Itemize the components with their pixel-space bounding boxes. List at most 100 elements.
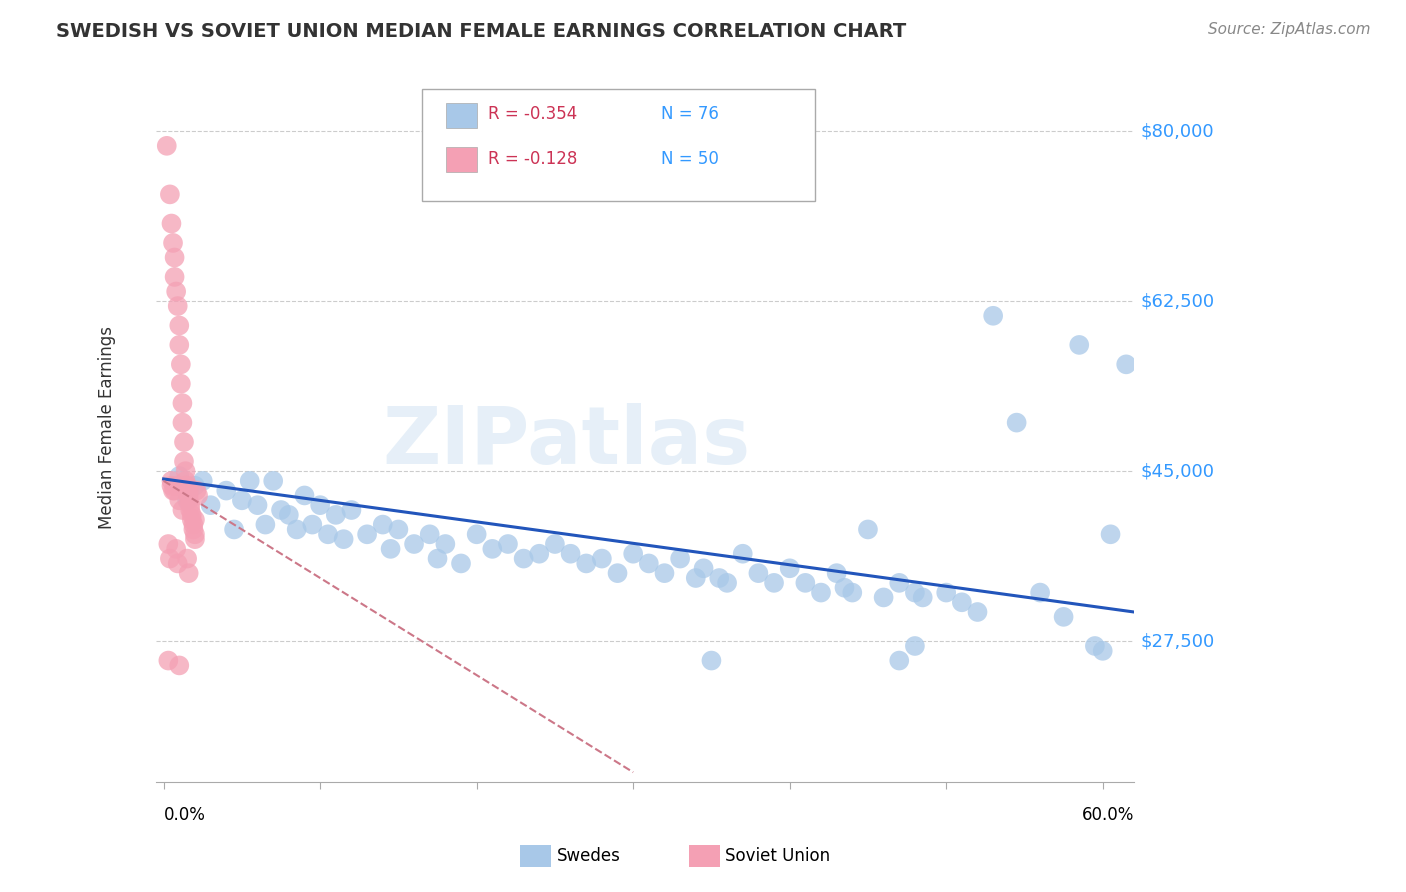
Point: [716, 575, 738, 590]
Point: [170, 357, 193, 371]
Point: [889, 654, 911, 668]
Point: [160, 479, 183, 493]
Text: $62,500: $62,500: [1140, 293, 1215, 310]
Point: [1029, 585, 1052, 599]
Point: [981, 309, 1004, 323]
Point: [179, 503, 201, 517]
Point: [450, 557, 472, 571]
Point: [174, 464, 197, 478]
Point: [184, 532, 207, 546]
Point: [169, 469, 191, 483]
Point: [700, 654, 723, 668]
Point: [856, 523, 879, 537]
Point: [179, 498, 201, 512]
Point: [560, 547, 582, 561]
Point: [180, 508, 202, 522]
Point: [465, 527, 488, 541]
Point: [187, 488, 209, 502]
Point: [173, 435, 195, 450]
Text: Source: ZipAtlas.com: Source: ZipAtlas.com: [1208, 22, 1371, 37]
Point: [169, 338, 191, 352]
Point: [163, 483, 186, 498]
Point: [332, 532, 354, 546]
Point: [654, 566, 676, 581]
Point: [170, 376, 193, 391]
Point: [176, 551, 198, 566]
Point: [825, 566, 848, 581]
Point: [157, 654, 180, 668]
Point: [1052, 610, 1074, 624]
Point: [872, 591, 894, 605]
Text: $45,000: $45,000: [1140, 462, 1215, 480]
Point: [176, 493, 198, 508]
Point: [184, 527, 207, 541]
Point: [426, 551, 449, 566]
Point: [889, 575, 911, 590]
Point: [174, 479, 197, 493]
Point: [356, 527, 378, 541]
Text: SWEDISH VS SOVIET UNION MEDIAN FEMALE EARNINGS CORRELATION CHART: SWEDISH VS SOVIET UNION MEDIAN FEMALE EA…: [56, 22, 907, 41]
Point: [692, 561, 714, 575]
Point: [162, 235, 184, 250]
Point: [911, 591, 934, 605]
Text: R = -0.128: R = -0.128: [488, 150, 578, 168]
Text: 60.0%: 60.0%: [1081, 806, 1135, 824]
Point: [156, 138, 179, 153]
Point: [159, 187, 181, 202]
Point: [186, 483, 208, 498]
Text: N = 76: N = 76: [661, 105, 718, 123]
Point: [239, 474, 262, 488]
Point: [174, 474, 197, 488]
Point: [169, 658, 191, 673]
Point: [1091, 644, 1114, 658]
Point: [841, 585, 863, 599]
Point: [222, 523, 245, 537]
Text: N = 50: N = 50: [661, 150, 718, 168]
Point: [325, 508, 347, 522]
Point: [794, 575, 817, 590]
Point: [380, 541, 402, 556]
Point: [180, 513, 202, 527]
Point: [165, 479, 187, 493]
Point: [183, 517, 205, 532]
Point: [434, 537, 457, 551]
Point: [387, 523, 409, 537]
Point: [177, 493, 200, 508]
Point: [1005, 416, 1028, 430]
Text: 0.0%: 0.0%: [163, 806, 205, 824]
Point: [606, 566, 628, 581]
Point: [309, 498, 332, 512]
Point: [591, 551, 613, 566]
Point: [779, 561, 801, 575]
Point: [231, 493, 253, 508]
Text: Swedes: Swedes: [557, 847, 620, 865]
Point: [904, 639, 927, 653]
Point: [162, 483, 184, 498]
Point: [529, 547, 551, 561]
Point: [215, 483, 238, 498]
Point: [316, 527, 339, 541]
Point: [173, 454, 195, 468]
Point: [294, 488, 316, 502]
Point: [904, 585, 927, 599]
Point: [169, 318, 191, 333]
Point: [172, 503, 194, 517]
Point: [159, 551, 181, 566]
Point: [177, 566, 200, 581]
Point: [166, 557, 188, 571]
Point: [637, 557, 659, 571]
Text: R = -0.354: R = -0.354: [488, 105, 576, 123]
Point: [254, 517, 277, 532]
Point: [496, 537, 519, 551]
Point: [169, 493, 191, 508]
Point: [481, 541, 503, 556]
Point: [834, 581, 856, 595]
Point: [176, 479, 198, 493]
Point: [685, 571, 707, 585]
Point: [950, 595, 973, 609]
Point: [165, 541, 187, 556]
Point: [172, 396, 194, 410]
Point: [163, 269, 186, 284]
Point: [172, 416, 194, 430]
Point: [277, 508, 299, 522]
